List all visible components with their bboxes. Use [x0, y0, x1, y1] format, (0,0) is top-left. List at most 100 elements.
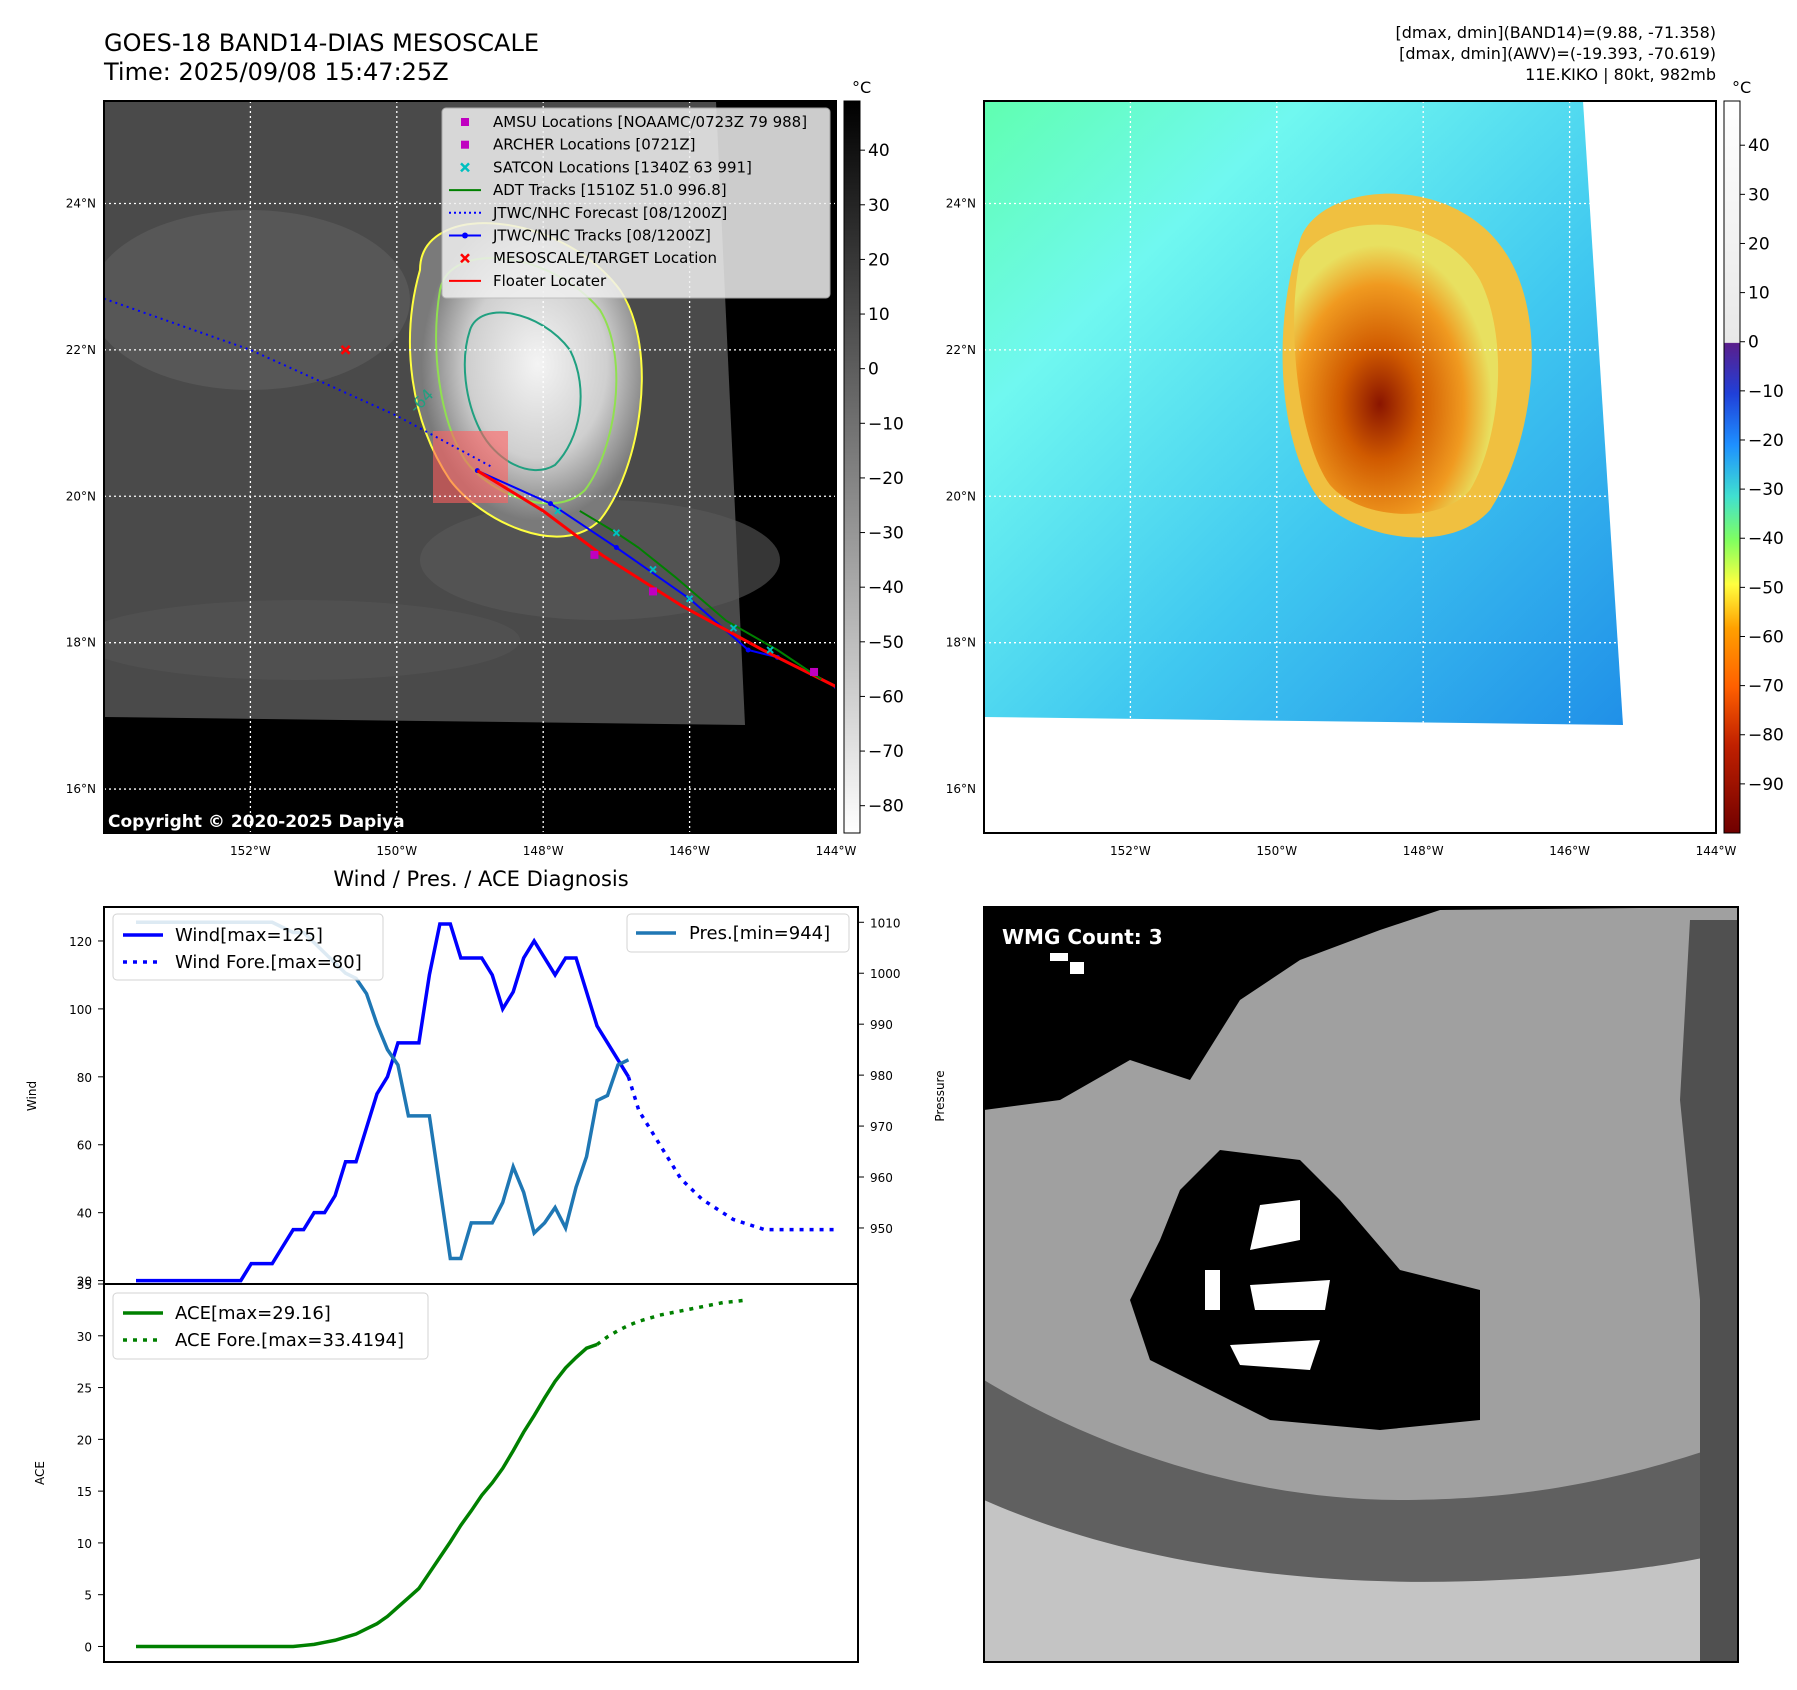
colorbar-tick-label: −90 — [1748, 775, 1784, 795]
satcon-marker — [649, 565, 657, 574]
amsu-archer-marker — [810, 667, 819, 676]
colorbar-tick-label: 10 — [1748, 284, 1770, 304]
ace-tick-label: 10 — [77, 1537, 92, 1551]
ace-tick-label: 15 — [77, 1485, 92, 1499]
lat-tick-label: 20°N — [946, 489, 976, 503]
target-marker — [340, 344, 351, 355]
diagnosis-title: Wind / Pres. / ACE Diagnosis — [333, 867, 628, 891]
lon-tick-label: 148°W — [523, 844, 564, 858]
forecast-track — [104, 297, 493, 468]
lon-tick-label: 152°W — [1110, 844, 1151, 858]
legend-label: JTWC/NHC Tracks [08/1200Z] — [492, 227, 711, 245]
wmg-panel: WMG Count: 3 — [983, 906, 1739, 1663]
pressure-tick-label: 990 — [870, 1018, 893, 1032]
series-ace-fore-line — [595, 1298, 744, 1346]
satcon-marker — [766, 646, 774, 654]
wmg-count-label: WMG Count: 3 — [1002, 925, 1163, 949]
amsu-archer-marker — [649, 587, 657, 596]
info-awv: [dmax, dmin](AWV)=(-19.393, -70.619) — [1399, 44, 1716, 63]
ace-tick-label: 5 — [84, 1589, 92, 1603]
lat-tick-label: 20°N — [66, 489, 96, 503]
colorbar-unit: °C — [852, 78, 871, 97]
awv-map-panel — [983, 100, 1717, 834]
lat-tick-label: 24°N — [66, 196, 96, 210]
legend-box — [112, 1292, 429, 1360]
legend-label: JTWC/NHC Forecast [08/1200Z] — [492, 204, 727, 222]
wind-tick-label: 40 — [77, 1207, 92, 1221]
colorbar-tick-label: −40 — [1748, 529, 1784, 549]
pressure-tick-label: 950 — [870, 1222, 893, 1236]
satcon-marker — [685, 595, 694, 603]
colorbar-tick-label: −80 — [868, 797, 904, 817]
legend-marker-dot — [462, 232, 468, 239]
wind-tick-label: 60 — [77, 1139, 92, 1153]
best-track-point — [548, 501, 554, 507]
ace-legend: ACE[max=29.16] ACE Fore.[max=33.4194] — [112, 1292, 429, 1360]
colorbar-tick-label: 30 — [1748, 185, 1770, 205]
lon-tick-label: 152°W — [230, 844, 271, 858]
legend-label: Wind[max=125] — [175, 925, 323, 946]
lon-tick-label: 150°W — [1256, 844, 1297, 858]
lon-tick-label: 146°W — [1549, 844, 1590, 858]
satcon-marker — [554, 507, 562, 515]
wind-tick-label: 20 — [77, 1275, 92, 1289]
colorbar-tick-label: −50 — [868, 633, 904, 653]
lat-tick-label: 22°N — [946, 343, 976, 357]
ace-tick-label: 30 — [77, 1330, 92, 1344]
pressure-tick-label: 980 — [870, 1069, 893, 1083]
mesoscale-target-box — [433, 431, 508, 503]
wind-tick-label: 100 — [69, 1003, 92, 1017]
colorbar-tick-label: −70 — [868, 742, 904, 762]
pressure-legend: Pres.[min=944] — [626, 913, 850, 953]
band14-map-axes: 24°N 22°N 20°N 18°N 16°N 152°W 150°W 148°W 146°W… — [66, 196, 857, 858]
legend-label: AMSU Locations [NOAAMC/0723Z 79 988] — [493, 113, 807, 131]
info-storm: 11E.KIKO | 80kt, 982mb — [1525, 65, 1716, 84]
lat-tick-label: 16°N — [946, 782, 976, 796]
pressure-tick-label: 1000 — [870, 967, 901, 981]
colorbar-tick-label: 40 — [1748, 136, 1770, 156]
wmg-edge-dark — [1680, 920, 1738, 1662]
legend-label: ACE[max=29.16] — [175, 1303, 331, 1324]
figure-time: Time: 2025/09/08 15:47:25Z — [103, 58, 449, 86]
colorbar-tick-label: 30 — [868, 196, 890, 216]
legend-marker — [460, 253, 470, 264]
colorbar-tick-label: −60 — [868, 687, 904, 707]
info-band14: [dmax, dmin](BAND14)=(9.88, -71.358) — [1396, 23, 1717, 42]
colorbar-tick-label: −10 — [868, 414, 904, 434]
floater-track — [476, 469, 836, 688]
lat-tick-label: 18°N — [946, 636, 976, 650]
wmg-eye-pixels — [1205, 1200, 1330, 1370]
awv-map-axes: 24°N 22°N 20°N 18°N 16°N 152°W 150°W 148°W 146°W… — [946, 196, 1737, 858]
wind-tick-label: 80 — [77, 1071, 92, 1085]
colorbar-tick-label: −30 — [868, 524, 904, 544]
colorbar-tick-label: 0 — [1748, 333, 1759, 353]
wind-tick-label: 120 — [69, 935, 92, 949]
awv-colorbar: °C 40 30 20 10 0 −10 −20 −30 −40 −50 −60 −70 −80 −90 — [1723, 78, 1784, 834]
legend-label: ARCHER Locations [0721Z] — [493, 136, 696, 154]
map-legend: AMSU Locations [NOAAMC/0723Z 79 988] ARCH… — [441, 107, 831, 299]
colorbar-tick-label: 0 — [868, 360, 879, 380]
legend-label: ADT Tracks [1510Z 51.0 996.8] — [493, 181, 727, 199]
wind-axis-label: Wind — [25, 1081, 39, 1111]
pressure-axis-label: Pressure — [933, 1070, 947, 1121]
colorbar-tick-label: −20 — [1748, 431, 1784, 451]
legend-label: SATCON Locations [1340Z 63 991] — [493, 158, 752, 176]
ace-axis-label: ACE — [33, 1461, 47, 1485]
colorbar-tick-label: −80 — [1748, 726, 1784, 746]
colorbar-tick-label: −40 — [868, 578, 904, 598]
lon-tick-label: 144°W — [1696, 844, 1737, 858]
legend-box — [112, 913, 384, 981]
awv-map-gridlines — [984, 101, 1716, 833]
colorbar-tick-label: −20 — [868, 469, 904, 489]
colorbar-unit-awv: °C — [1732, 78, 1751, 97]
wmg-region-outer — [984, 1500, 1738, 1662]
band14-colorbar: °C 40 30 20 10 0 −10 −20 −30 −40 −50 −60 −70 −80 — [843, 78, 904, 834]
lat-tick-label: 22°N — [66, 343, 96, 357]
lat-tick-label: 16°N — [66, 782, 96, 796]
ace-tick-label: 25 — [77, 1382, 92, 1396]
colorbar-tick-label: −30 — [1748, 480, 1784, 500]
lat-tick-label: 18°N — [66, 636, 96, 650]
ace-tick-label: 20 — [77, 1433, 92, 1447]
ace-tick-label: 35 — [77, 1278, 92, 1292]
